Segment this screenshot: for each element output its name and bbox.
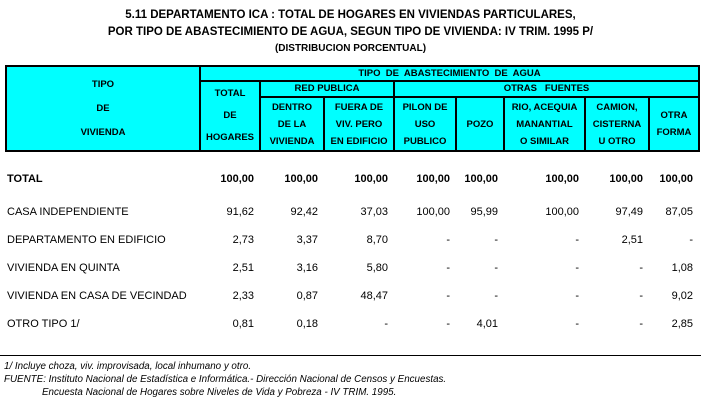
table-cell-value: 100,00	[545, 206, 579, 218]
table-cell-value: 2,33	[232, 290, 254, 302]
table-cell-value: -	[446, 318, 450, 330]
header-cell-pozo: POZO	[457, 98, 503, 150]
table-cell-value: 100,00	[220, 173, 254, 185]
header-group-red-publica: RED PUBLICA	[261, 82, 393, 96]
header-cell-rio-acequia: RIO, ACEQUIA MANANTIAL O SIMILAR	[505, 98, 584, 150]
table-cell-value: -	[494, 290, 498, 302]
row-label: VIVIENDA EN QUINTA	[7, 262, 120, 274]
table-cell-value: 100,00	[416, 206, 450, 218]
table-row: VIVIENDA EN QUINTA 2,51 3,16 5,80 - - - - 1,08	[5, 254, 700, 282]
header-cell-total-hogares: TOTAL DE HOGARES	[201, 82, 259, 150]
table-cell-value: 2,51	[232, 262, 254, 274]
table-cell-value: 0,87	[296, 290, 318, 302]
table-body: TOTAL 100,00 100,00 100,00 100,00 100,00 100,0…	[5, 165, 700, 338]
table-row: TOTAL 100,00 100,00 100,00 100,00 100,00 100,0…	[5, 165, 700, 193]
header-cell-camion-cisterna: CAMION, CISTERNA U OTRO	[586, 98, 648, 150]
table-cell-value: 3,37	[296, 234, 318, 246]
table-row: CASA INDEPENDIENTE 91,62 92,42 37,03 100,00 9…	[5, 198, 700, 226]
table-cell-value: 100,00	[464, 173, 498, 185]
table-cell-value: 97,49	[615, 206, 643, 218]
table-cell-value: 100,00	[416, 173, 450, 185]
table-cell-value: 95,99	[470, 206, 498, 218]
table-cell-value: -	[384, 318, 388, 330]
table-cell-value: -	[446, 290, 450, 302]
row-label: VIVIENDA EN CASA DE VECINDAD	[7, 290, 187, 302]
table-cell-value: 100,00	[545, 173, 579, 185]
table-cell-value: 2,51	[621, 234, 643, 246]
table-cell-value: 48,47	[360, 290, 388, 302]
table-row: VIVIENDA EN CASA DE VECINDAD 2,33 0,87 48,4…	[5, 282, 700, 310]
row-label: TOTAL	[7, 173, 43, 185]
footnotes: 1/ Incluye choza, viv. improvisada, loca…	[4, 360, 701, 399]
table-cell-value: -	[575, 290, 579, 302]
table-cell-value: 91,62	[226, 206, 254, 218]
table-cell-value: -	[494, 234, 498, 246]
footnote-source-1: FUENTE: Instituto Nacional de Estadístic…	[4, 374, 447, 385]
table-cell-value: 2,73	[232, 234, 254, 246]
header-cell-otra-forma: OTRA FORMA	[650, 98, 698, 150]
divider-line	[0, 355, 701, 356]
table-row: OTRO TIPO 1/0,81 0,18 - - 4,01 - - 2,85	[5, 310, 700, 338]
table-cell-value: -	[446, 262, 450, 274]
header-cell-dentro-vivienda: DENTRO DE LA VIVIENDA	[261, 98, 323, 150]
header-cell-fuera-vivienda: FUERA DE VIV. PERO EN EDIFICIO	[325, 98, 393, 150]
table-cell-value: 100,00	[659, 173, 693, 185]
header-cell-tipo-de-vivienda: TIPO DE VIVIENDA	[7, 67, 199, 150]
table-cell-value: 87,05	[665, 206, 693, 218]
table-row: DEPARTAMENTO EN EDIFICIO 2,73 3,37 8,70 - - - 2…	[5, 226, 700, 254]
table-cell-value: 100,00	[284, 173, 318, 185]
footnote-1: 1/ Incluye choza, viv. improvisada, loca…	[4, 361, 252, 372]
row-label: DEPARTAMENTO EN EDIFICIO	[7, 234, 166, 246]
table-cell-value: 100,00	[609, 173, 643, 185]
table-cell-value: -	[575, 262, 579, 274]
row-label: OTRO TIPO 1/	[7, 318, 80, 330]
table-cell-value: -	[494, 262, 498, 274]
table-cell-value: 37,03	[360, 206, 388, 218]
table-cell-value: -	[446, 234, 450, 246]
header-group-otras-fuentes: OTRAS FUENTES	[395, 82, 698, 96]
table-cell-value: -	[575, 234, 579, 246]
title-line-1: 5.11 DEPARTAMENTO ICA : TOTAL DE HOGARES…	[125, 9, 576, 21]
header-cell-tipo-abastecimiento: TIPO DE ABASTECIMIENTO DE AGUA	[201, 67, 698, 80]
table-cell-value: 0,81	[232, 318, 254, 330]
table-cell-value: 100,00	[354, 173, 388, 185]
table-header: TIPO DE VIVIENDA TIPO DE ABASTECIMIENTO …	[5, 65, 700, 152]
table-cell-value: 4,01	[476, 318, 498, 330]
row-label: CASA INDEPENDIENTE	[7, 206, 129, 218]
table-cell-value: -	[639, 290, 643, 302]
table-cell-value: 5,80	[366, 262, 388, 274]
table-cell-value: -	[639, 262, 643, 274]
table-cell-value: 1,08	[671, 262, 693, 274]
header-cell-pilon-publico: PILON DE USO PUBLICO	[395, 98, 455, 150]
table-cell-value: 92,42	[290, 206, 318, 218]
report-title: 5.11 DEPARTAMENTO ICA : TOTAL DE HOGARES…	[0, 7, 701, 56]
title-line-3: (DISTRIBUCION PORCENTUAL)	[274, 43, 427, 54]
table-cell-value: 3,16	[296, 262, 318, 274]
table-cell-value: 2,85	[671, 318, 693, 330]
table-cell-value: -	[575, 318, 579, 330]
table-cell-value: 8,70	[366, 234, 388, 246]
table-cell-value: -	[639, 318, 643, 330]
table-cell-value: -	[689, 234, 693, 246]
table-cell-value: 9,02	[671, 290, 693, 302]
title-line-2: POR TIPO DE ABASTECIMIENTO DE AGUA, SEGU…	[107, 26, 594, 38]
table-cell-value: 0,18	[296, 318, 318, 330]
footnote-source-2: Encuesta Nacional de Hogares sobre Nivel…	[42, 387, 397, 398]
